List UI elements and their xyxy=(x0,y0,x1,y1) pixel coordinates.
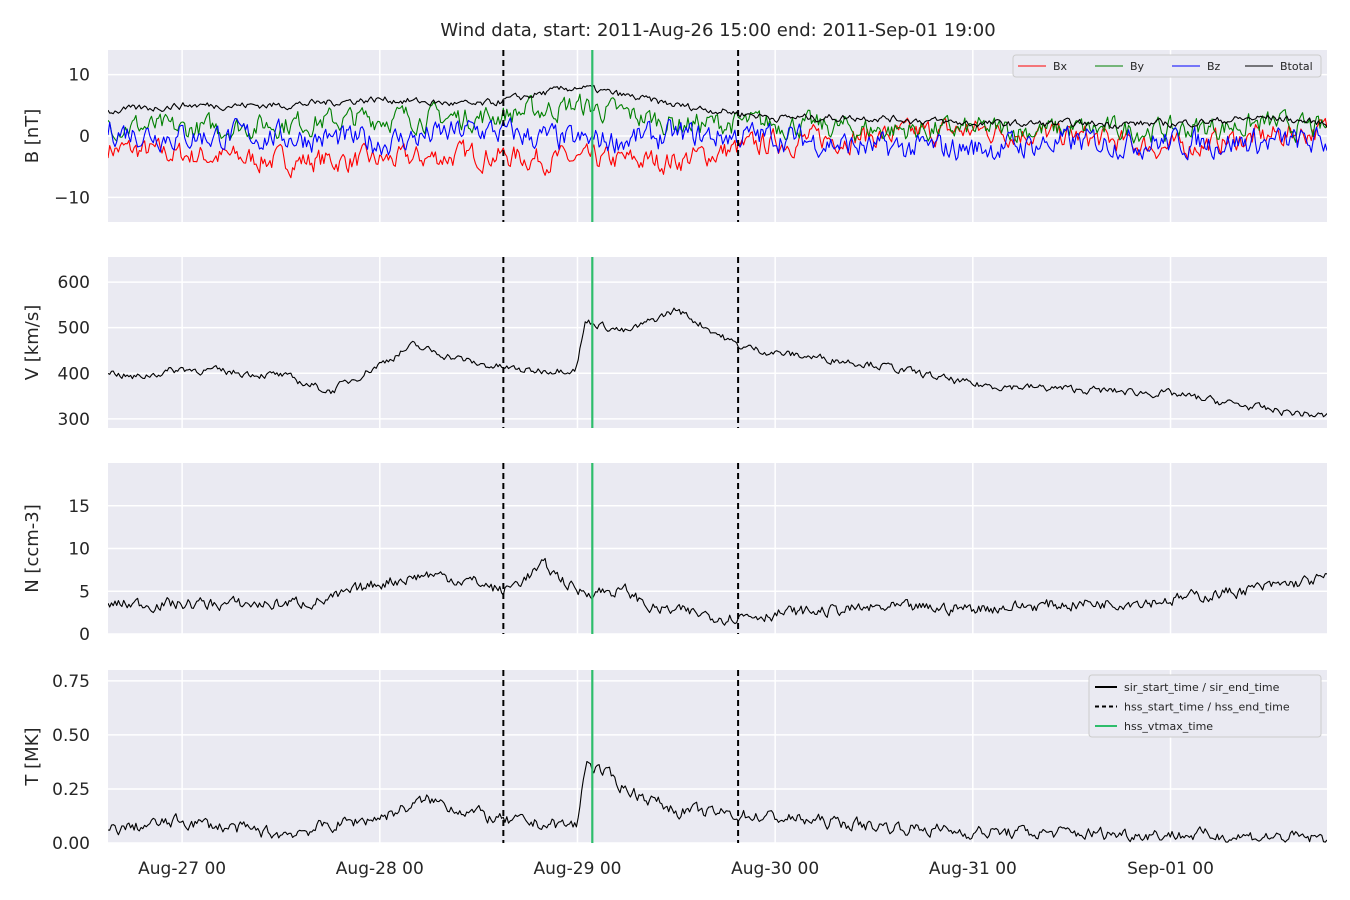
panel-V: 600 500 400 300 V [km/s] xyxy=(22,257,1327,430)
x-tick-label: Aug-27 00 xyxy=(138,859,226,879)
t-legend: sir_start_time / sir_end_time hss_start_t… xyxy=(1088,674,1322,738)
panel-B-series-group xyxy=(108,84,1327,179)
panel-N-ytick-label: 15 xyxy=(68,497,90,517)
t-legend-frame xyxy=(1088,674,1322,738)
panel-V-series-group xyxy=(108,307,1327,418)
x-tick-label: Sep-01 00 xyxy=(1127,859,1214,879)
b-legend-label-bx: Bx xyxy=(1053,60,1068,73)
panel-T-ytick-label: 0.75 xyxy=(52,672,90,692)
b-legend-label-bz: Bz xyxy=(1207,60,1221,73)
x-tick-label: Aug-28 00 xyxy=(336,859,424,879)
panel-B: 10 0 −10 B [nT] Bx By Bz Btotal xyxy=(22,50,1327,222)
series-n-line xyxy=(108,557,1327,626)
panel-B-ytick-label: −10 xyxy=(54,188,90,208)
t-legend-label: hss_vtmax_time xyxy=(1124,720,1213,733)
panel-V-ytick-label: 500 xyxy=(58,319,90,339)
panel-N: 15 10 5 0 N [ccm-3] xyxy=(22,463,1327,645)
panel-T-ylabel: T [MK] xyxy=(22,727,43,786)
series-bz-line xyxy=(108,117,1327,161)
panels: 10 0 −10 B [nT] Bx By Bz Btotal 600 500 400 300 V [k… xyxy=(22,50,1327,854)
panel-T-ytick-label: 0.25 xyxy=(52,780,90,800)
panel-B-ytick-label: 10 xyxy=(68,66,90,86)
series-btotal-line xyxy=(108,84,1327,130)
panel-B-ylabel: B [nT] xyxy=(22,109,43,164)
series-t-line xyxy=(108,760,1327,843)
panel-T-ytick-label: 0.50 xyxy=(52,726,90,746)
b-legend: Bx By Bz Btotal xyxy=(1012,54,1322,78)
panel-N-ytick-label: 5 xyxy=(79,582,90,602)
panel-B-ytick-label: 0 xyxy=(79,127,90,147)
panel-V-ytick-label: 600 xyxy=(58,273,90,293)
series-bx-line xyxy=(108,117,1327,179)
panel-V-background xyxy=(108,257,1327,428)
b-legend-frame xyxy=(1012,54,1322,78)
panel-T-ytick-label: 0.00 xyxy=(52,834,90,854)
x-tick-label: Aug-29 00 xyxy=(533,859,621,879)
panel-T: 0.75 0.50 0.25 0.00 T [MK] sir_start_time / s… xyxy=(22,670,1327,854)
panel-N-series-group xyxy=(108,557,1327,626)
x-tick-label: Aug-30 00 xyxy=(731,859,819,879)
panel-T-series-group xyxy=(108,760,1327,843)
chart-title: Wind data, start: 2011-Aug-26 15:00 end:… xyxy=(440,20,995,41)
x-axis: Aug-27 00 Aug-28 00 Aug-29 00 Aug-30 00 Aug-… xyxy=(138,859,1214,879)
panel-N-ytick-label: 10 xyxy=(68,540,90,560)
panel-V-ytick-label: 300 xyxy=(58,410,90,430)
panel-N-ytick-label: 0 xyxy=(79,625,90,645)
panel-V-ylabel: V [km/s] xyxy=(22,305,43,380)
t-legend-label: sir_start_time / sir_end_time xyxy=(1124,681,1280,694)
panel-N-ylabel: N [ccm-3] xyxy=(22,504,43,593)
series-v-line xyxy=(108,307,1327,418)
x-tick-label: Aug-31 00 xyxy=(929,859,1017,879)
panel-V-ytick-label: 400 xyxy=(58,364,90,384)
b-legend-label-by: By xyxy=(1130,60,1145,73)
b-legend-label-btotal: Btotal xyxy=(1280,60,1313,73)
series-by-line xyxy=(108,93,1327,144)
t-legend-label: hss_start_time / hss_end_time xyxy=(1124,701,1290,714)
